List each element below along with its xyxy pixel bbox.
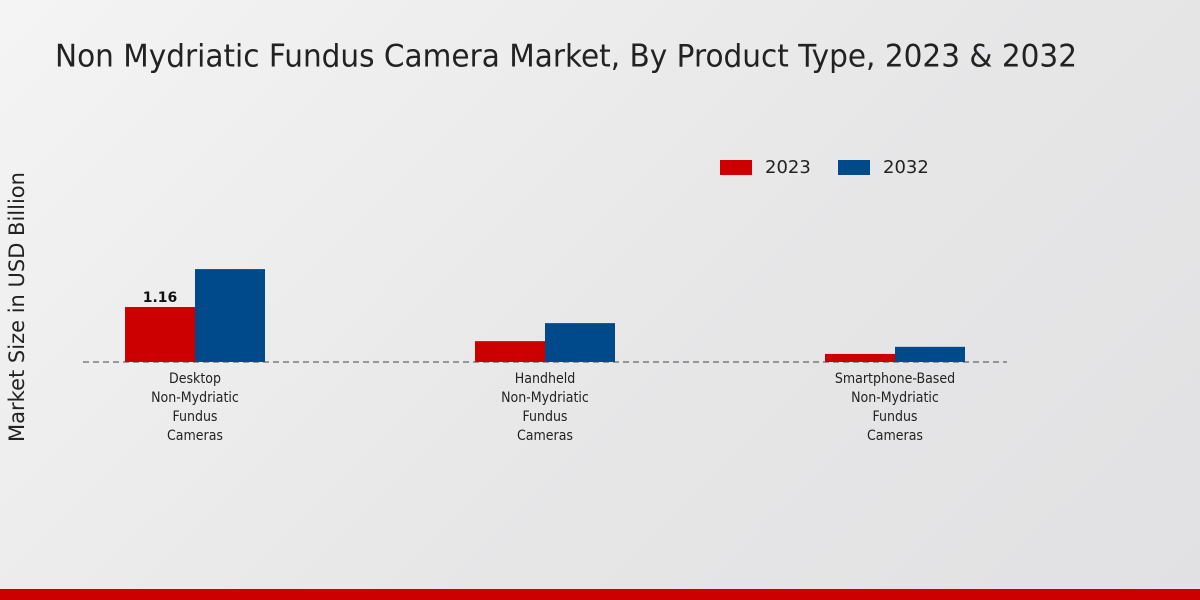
y-axis-title: Market Size in USD Billion — [5, 172, 29, 442]
footer-bar — [0, 589, 1200, 600]
legend-label: 2023 — [765, 157, 811, 178]
bar — [545, 323, 615, 362]
x-tick-label: Desktop Non-Mydriatic Fundus Cameras — [151, 371, 239, 444]
chart-title: Non Mydriatic Fundus Camera Market, By P… — [55, 39, 1077, 75]
bar — [825, 353, 895, 362]
bar — [125, 307, 195, 362]
x-tick-label: Handheld Non-Mydriatic Fundus Cameras — [501, 371, 589, 444]
data-label: 1.16 — [143, 290, 178, 306]
legend-swatch — [838, 160, 870, 175]
x-tick-label: Smartphone-Based Non-Mydriatic Fundus Ca… — [834, 371, 956, 444]
bar — [195, 269, 265, 362]
bar — [895, 346, 965, 362]
bar — [475, 341, 545, 362]
legend-label: 2032 — [883, 157, 929, 178]
legend-swatch — [720, 160, 752, 175]
